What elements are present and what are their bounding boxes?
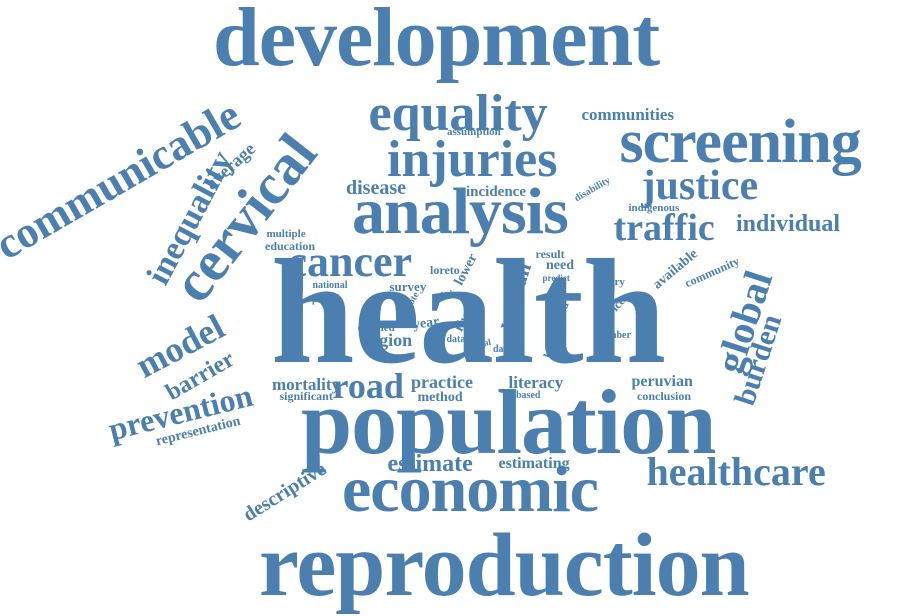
word-estimating: estimating	[498, 455, 570, 472]
word-individual: individual	[736, 211, 841, 237]
word-data: data	[446, 334, 466, 345]
word-dalys: dalys	[493, 344, 516, 355]
word-estimate: estimate	[387, 451, 473, 477]
word-economic: economic	[342, 453, 599, 526]
word-justice: justice	[641, 163, 759, 209]
word-detailed: detailed	[357, 321, 395, 334]
word-number: number	[597, 330, 631, 341]
word-predict: predict	[542, 272, 570, 283]
word-health: health	[271, 229, 666, 395]
word-need: need	[546, 258, 574, 273]
word-survey: survey	[389, 278, 427, 294]
word-conclusion: conclusion	[637, 389, 692, 403]
word-region: region	[363, 330, 413, 350]
word-peruvian: peruvian	[631, 373, 693, 390]
word-national: national	[312, 280, 348, 291]
word-road: road	[332, 366, 404, 406]
word-traffic: traffic	[613, 207, 715, 249]
word-injury: injury	[595, 275, 625, 288]
word-code: code	[440, 289, 456, 298]
word-education: education	[265, 239, 316, 253]
word-injuries: injuries	[387, 131, 558, 188]
word-analysis: analysis	[352, 175, 569, 248]
word-communities: communities	[581, 104, 675, 124]
word-loreto: loreto	[430, 263, 460, 277]
word-period: period	[312, 294, 340, 305]
word-reproduction: reproduction	[259, 516, 750, 615]
word-result: result	[535, 247, 565, 261]
word-mortality: mortality	[272, 374, 340, 394]
word-indigenous: indigenous	[628, 201, 680, 214]
word-based: based	[516, 390, 541, 401]
word-method: method	[417, 390, 463, 405]
word-assumption: assumption	[447, 125, 501, 138]
word-practice: practice	[411, 372, 473, 392]
word-cancer: cancer	[287, 237, 413, 286]
word-equality: equality	[368, 85, 548, 142]
word-healthcare: healthcare	[646, 449, 826, 494]
word-disease: disease	[346, 177, 406, 199]
word-significant: significant	[279, 389, 333, 403]
word-population: population	[301, 371, 716, 473]
word-development: development	[213, 0, 660, 84]
word-incidence: incidence	[466, 183, 526, 200]
word-disability: disability	[572, 174, 612, 205]
word-literacy: literacy	[508, 372, 564, 392]
word-multiple: multiple	[266, 227, 306, 240]
word-screening: screening	[619, 108, 862, 176]
